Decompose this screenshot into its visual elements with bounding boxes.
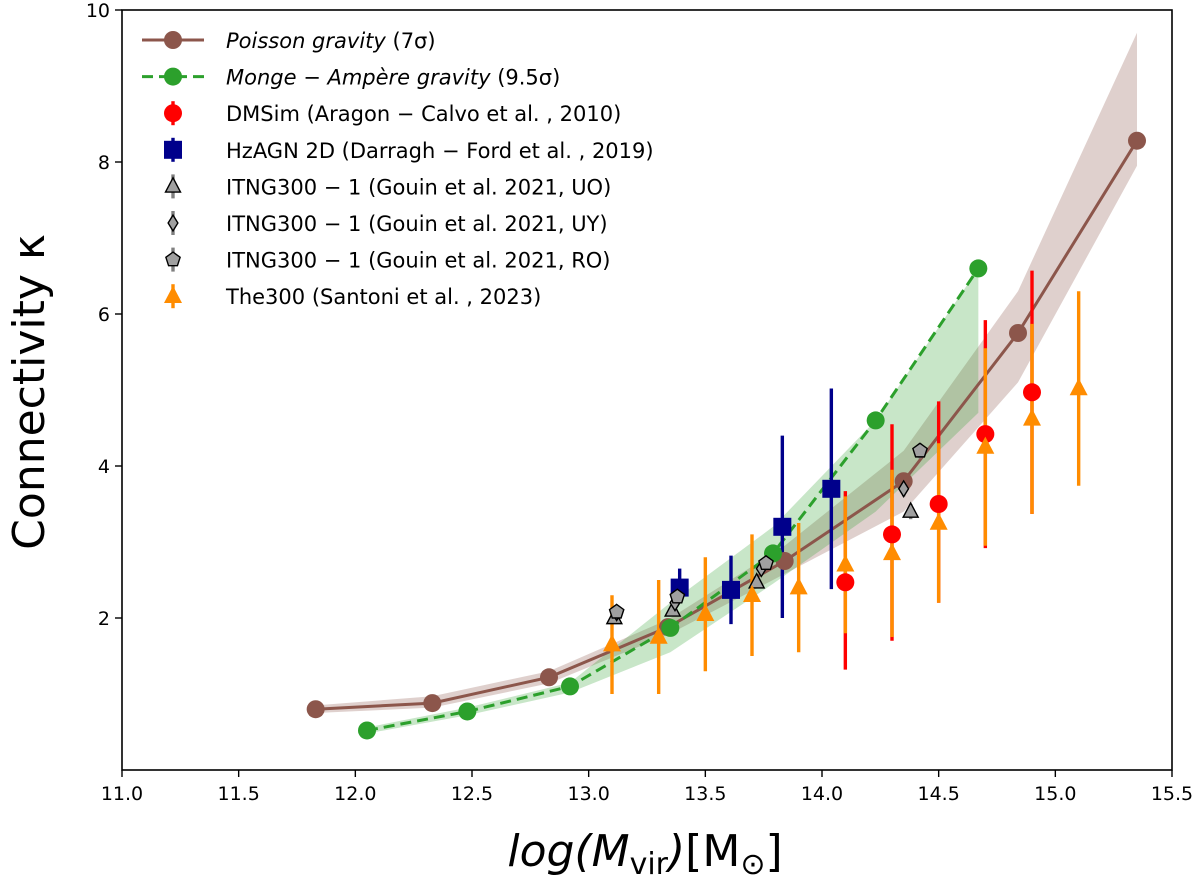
- legend-marker: [165, 251, 181, 267]
- x-tick-label: 11.0: [101, 783, 143, 805]
- legend-marker: [164, 31, 182, 49]
- legend-marker: [167, 213, 179, 233]
- series-0-band: [315, 32, 1138, 714]
- legend-marker: [164, 176, 182, 193]
- legend-label-suffix: (7σ): [386, 29, 436, 53]
- legend-label: DMSim (Aragon − Calvo et al. , 2010): [226, 102, 621, 126]
- series-4-point: [748, 572, 766, 589]
- y-tick-label: 6: [98, 304, 110, 326]
- legend-label: The300 (Santoni et al. , 2023): [225, 285, 541, 309]
- legend-label: ITNG300 − 1 (Gouin et al. 2021, UO): [226, 175, 611, 199]
- legend-item: ITNG300 − 1 (Gouin et al. 2021, UO): [164, 174, 611, 199]
- series-7-point: [696, 603, 715, 621]
- legend-item: The300 (Santoni et al. , 2023): [164, 284, 541, 309]
- legend-label-main: Poisson gravity: [226, 29, 386, 53]
- series-7-point: [649, 626, 668, 644]
- legend-label: Monge − Ampère gravity (9.5σ): [226, 66, 560, 90]
- x-axis-label: log(Mvir)[M⊙]: [507, 826, 782, 881]
- series-0-point: [540, 668, 558, 687]
- series-0-point: [1128, 131, 1146, 150]
- x-tick-label: 14.0: [801, 783, 843, 805]
- y-axis-label: Connectivity κ: [4, 234, 55, 550]
- series-7-point: [929, 512, 948, 530]
- data-markers: [306, 131, 1146, 740]
- series-3-point: [822, 479, 841, 498]
- legend-marker: [164, 104, 182, 123]
- x-tick-label: 14.5: [918, 783, 960, 805]
- y-tick-label: 2: [98, 608, 110, 630]
- y-tick-label: 4: [98, 456, 110, 478]
- confidence-bands: [315, 32, 1138, 734]
- series-1-band: [367, 268, 979, 734]
- series-7-point: [789, 577, 808, 595]
- series-6-point: [912, 442, 928, 458]
- x-tick-label: 15.5: [1151, 783, 1193, 805]
- y-axis-ticks: 2 4 6 8 10: [86, 0, 122, 630]
- x-tick-label: 12.0: [334, 783, 376, 805]
- series-1-point: [358, 721, 376, 740]
- series-1-point: [561, 677, 579, 696]
- x-tick-label: 15.0: [1034, 783, 1076, 805]
- series-2-point: [929, 495, 948, 513]
- legend-item: ITNG300 − 1 (Gouin et al. 2021, UY): [167, 211, 608, 236]
- series-0-point: [1009, 324, 1027, 342]
- legend-marker: [164, 285, 182, 303]
- series-1-point: [661, 618, 680, 637]
- legend-marker: [164, 67, 182, 86]
- x-axis-ticks: 11.0 11.5 12.0 12.5 13.0 13.5 14.0 14.5 15.0 15.5: [101, 770, 1193, 805]
- legend-item: Monge − Ampère gravity (9.5σ): [142, 66, 560, 90]
- series-1-point: [458, 702, 477, 721]
- series-6-point: [669, 588, 686, 604]
- x-tick-label: 12.5: [451, 783, 493, 805]
- legend-item: HzAGN 2D (Darragh − Ford et al. , 2019): [164, 137, 654, 163]
- series-6-point: [608, 603, 625, 619]
- series-2-point: [1023, 383, 1041, 402]
- series-7-point: [836, 554, 855, 572]
- series-0-point: [423, 694, 442, 713]
- x-tick-label: 13.0: [568, 783, 610, 805]
- plot-frame: [121, 9, 1173, 771]
- series-7-point: [743, 584, 761, 602]
- series-7-point: [1023, 408, 1041, 426]
- y-tick-label: 10: [86, 0, 110, 22]
- x-tick-label: 11.5: [218, 783, 260, 805]
- series-1-point: [969, 259, 988, 278]
- legend-label: HzAGN 2D (Darragh − Ford et al. , 2019): [226, 139, 654, 163]
- y-tick-label: 8: [98, 152, 110, 174]
- legend-label: ITNG300 − 1 (Gouin et al. 2021, UY): [226, 212, 608, 236]
- series-3-point: [773, 517, 792, 536]
- series-2-point: [836, 573, 855, 592]
- series-3-point: [722, 580, 740, 599]
- legend-label: Poisson gravity (7σ): [226, 29, 436, 53]
- x-tick-label: 13.5: [684, 783, 726, 805]
- legend-label: ITNG300 − 1 (Gouin et al. 2021, RO): [226, 249, 611, 273]
- series-2-point: [976, 425, 995, 444]
- legend-item: ITNG300 − 1 (Gouin et al. 2021, RO): [165, 247, 611, 273]
- legend-label-main: Monge − Ampère gravity: [226, 66, 491, 90]
- series-5-point: [897, 479, 910, 499]
- series-0-point: [306, 700, 325, 719]
- legend-item: DMSim (Aragon − Calvo et al. , 2010): [164, 101, 621, 126]
- legend-marker: [164, 140, 182, 159]
- series-7-point: [1069, 378, 1088, 396]
- legend-label-suffix: (9.5σ): [491, 66, 561, 90]
- legend: Poisson gravity (7σ) Monge − Ampère gravi…: [142, 29, 654, 309]
- legend-item: Poisson gravity (7σ): [142, 29, 436, 53]
- series-7-point: [883, 543, 901, 561]
- series-7-point: [603, 634, 621, 652]
- series-1-point: [866, 411, 885, 430]
- series-4-point: [902, 501, 920, 518]
- series-2-point: [883, 525, 901, 544]
- series-6-point: [758, 554, 774, 571]
- series-7-point: [976, 436, 995, 454]
